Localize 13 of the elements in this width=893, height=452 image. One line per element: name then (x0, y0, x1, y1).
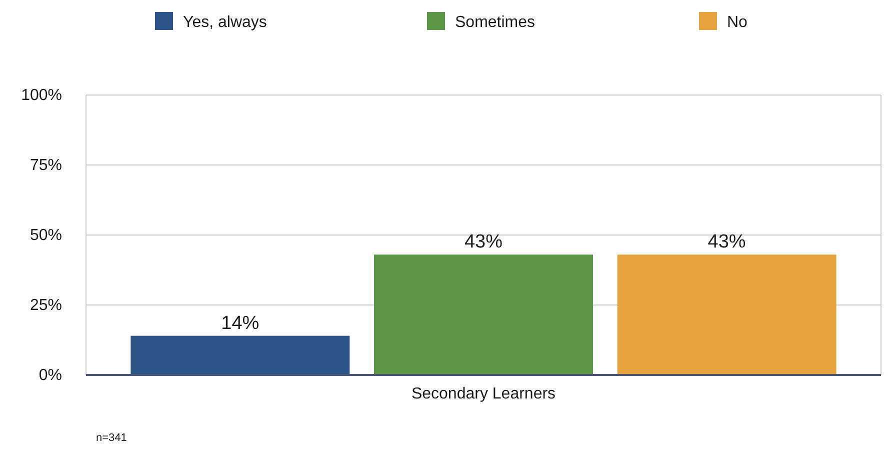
text: n=341 (96, 432, 127, 444)
y-tick-label: 100% (21, 87, 62, 104)
data-label: 14% (221, 312, 260, 334)
legend-label: No (727, 14, 748, 31)
y-tick-label: 0% (38, 367, 62, 384)
data-label: 43% (464, 232, 503, 253)
y-tick-label: 75% (30, 157, 62, 174)
legend-label: Yes, always (183, 14, 267, 31)
y-tick-label: 50% (30, 227, 62, 244)
legend-label: Sometimes (455, 14, 536, 31)
x-tick-label: Secondary Learners (411, 385, 556, 402)
y-tick-label: 25% (30, 297, 62, 314)
data-label: 43% (708, 232, 746, 253)
